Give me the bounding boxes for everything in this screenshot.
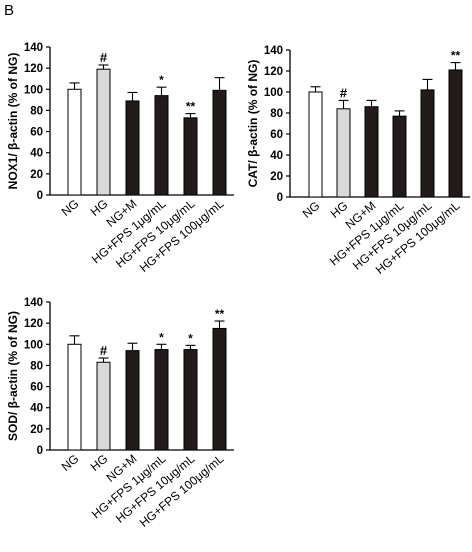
x-category-label: NG xyxy=(59,452,82,474)
y-tick-label: 100 xyxy=(264,87,283,99)
y-tick-label: 140 xyxy=(24,297,43,309)
y-tick-label: 20 xyxy=(270,171,283,183)
significance-label: # xyxy=(100,343,108,358)
y-tick-label: 80 xyxy=(270,108,283,120)
y-tick-label: 80 xyxy=(30,360,43,372)
y-tick-label: 120 xyxy=(24,63,43,75)
bar xyxy=(212,89,227,196)
significance-label: * xyxy=(188,331,193,345)
bar xyxy=(154,95,169,196)
bar xyxy=(96,361,111,451)
bar xyxy=(308,91,323,198)
y-axis-title: CAT/ β-actin (% of NG) xyxy=(246,60,260,188)
y-tick-label: 80 xyxy=(30,105,43,117)
y-axis-title: NOX1/ β-actin (% of NG) xyxy=(6,53,20,190)
y-tick-label: 0 xyxy=(37,190,43,202)
bar xyxy=(420,89,435,198)
y-tick-label: 40 xyxy=(30,403,43,415)
bar xyxy=(67,343,82,451)
significance-label: # xyxy=(340,85,348,100)
y-tick-label: 140 xyxy=(264,45,283,57)
bar xyxy=(448,69,463,198)
y-tick-label: 100 xyxy=(24,339,43,351)
y-tick-label: 120 xyxy=(264,66,283,78)
significance-label: ** xyxy=(186,100,196,114)
y-tick-label: 120 xyxy=(24,318,43,330)
bar xyxy=(96,68,111,196)
significance-label: * xyxy=(159,330,164,344)
y-tick-label: 60 xyxy=(30,382,43,394)
bar xyxy=(212,327,227,451)
bar xyxy=(154,349,169,451)
bar xyxy=(125,350,140,451)
significance-label: * xyxy=(159,73,164,87)
y-tick-label: 20 xyxy=(30,169,43,181)
y-tick-label: 40 xyxy=(270,150,283,162)
bar xyxy=(67,88,82,196)
y-tick-label: 60 xyxy=(30,127,43,139)
y-tick-label: 40 xyxy=(30,148,43,160)
bar xyxy=(125,100,140,196)
cat-chart: 0 20 40 60 80 100 120 140 CAT/ β-actin (% of NG)… xyxy=(240,30,472,290)
significance-label: ** xyxy=(451,49,461,63)
significance-label: ** xyxy=(215,307,225,321)
y-tick-label: 20 xyxy=(30,424,43,436)
y-tick-label: 100 xyxy=(24,84,43,96)
sod-chart: 0 20 40 60 80 100 120 140 SOD/ β-actin (% of NG)… xyxy=(6,285,242,547)
y-tick-label: 60 xyxy=(270,129,283,141)
bar xyxy=(364,106,379,198)
bar xyxy=(392,115,407,198)
y-tick-label: 0 xyxy=(37,445,43,457)
y-tick-label: 140 xyxy=(24,42,43,54)
bar xyxy=(183,349,198,451)
bar xyxy=(183,117,198,196)
nox1-chart: 0 20 40 60 80 100 120 140 NOX1/ β-actin (% of NG… xyxy=(6,30,242,280)
x-category-label: NG xyxy=(300,199,323,221)
y-tick-label: 0 xyxy=(277,192,283,204)
bar xyxy=(336,108,351,198)
significance-label: # xyxy=(100,50,108,65)
x-category-label: NG xyxy=(59,197,82,219)
panel-label: B xyxy=(4,2,15,19)
y-axis-title: SOD/ β-actin (% of NG) xyxy=(6,311,20,441)
